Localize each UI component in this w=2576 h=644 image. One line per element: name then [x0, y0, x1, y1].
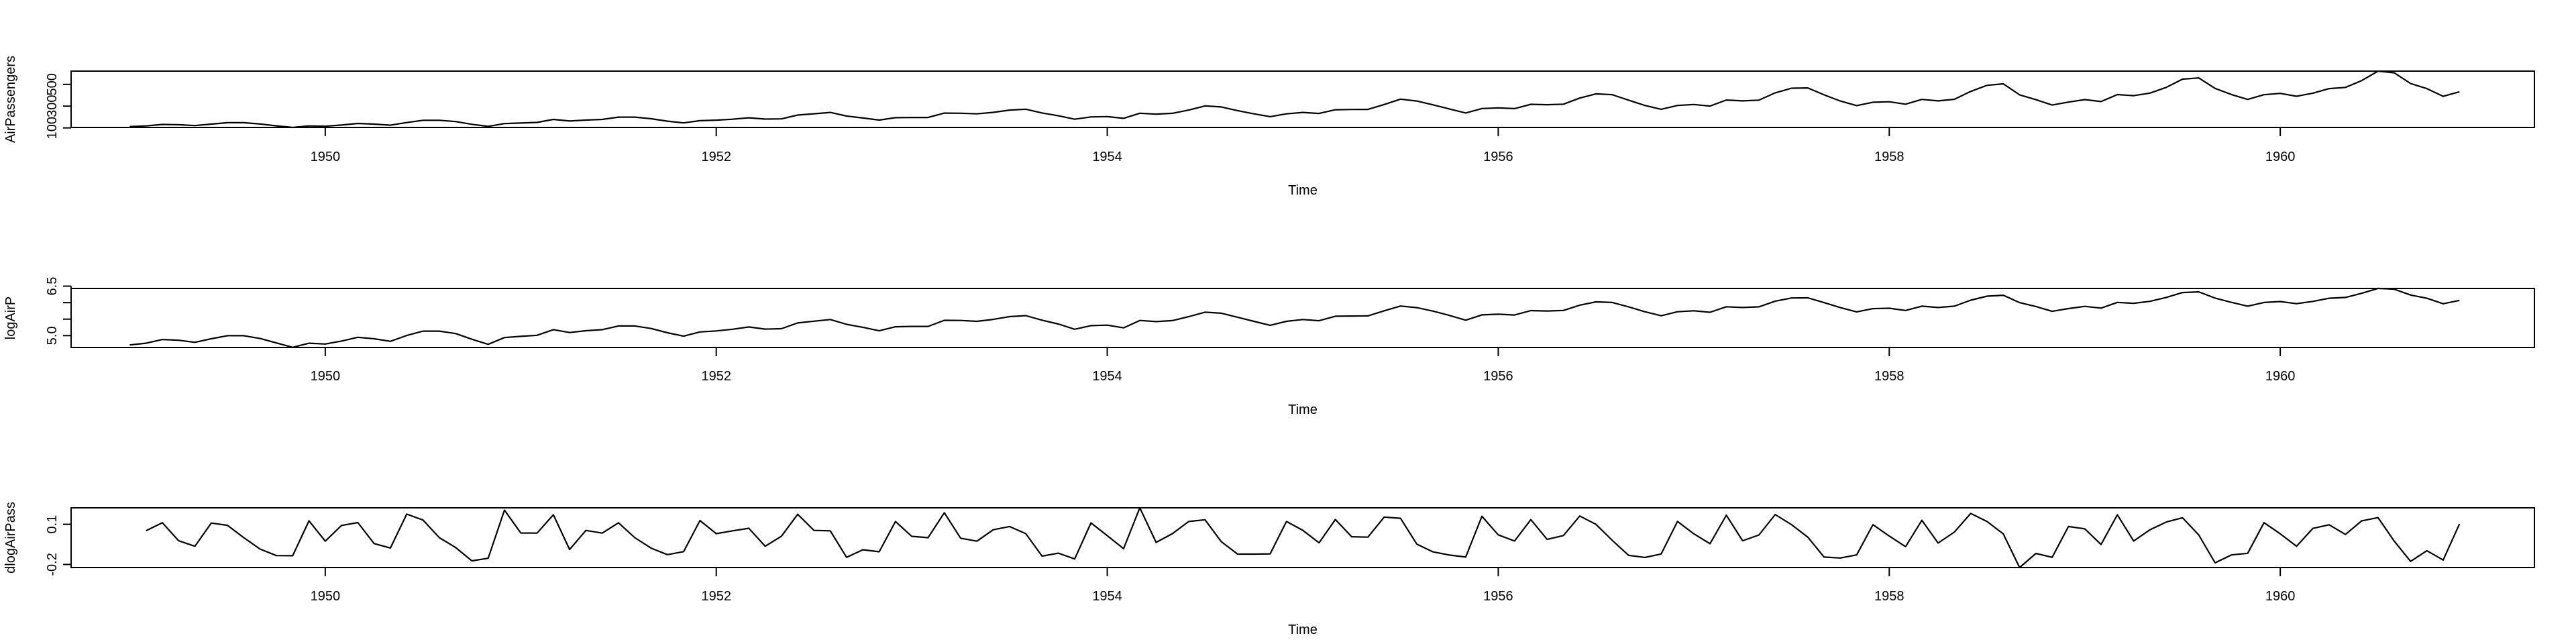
x-axis: 1950 1952 1954 1956 1958 1960: [311, 567, 2296, 604]
y-axis-title: logAirP: [3, 297, 18, 339]
x-tick-label: 1954: [1092, 589, 1122, 604]
x-axis-title: Time: [1288, 623, 1318, 637]
series-line: [129, 287, 2460, 348]
x-tick-label: 1960: [2265, 150, 2296, 164]
x-tick-label: 1952: [701, 589, 731, 604]
series-line: [129, 70, 2460, 129]
y-tick-label: 6.5: [45, 277, 60, 296]
x-axis: 1950 1952 1954 1956 1958 1960: [311, 127, 2296, 164]
y-axis: 5.0 6.5: [45, 277, 72, 345]
y-tick-label: 5.0: [45, 326, 60, 345]
x-tick-label: 1950: [311, 369, 341, 384]
x-tick-label: 1960: [2265, 369, 2296, 384]
x-axis-title: Time: [1288, 183, 1318, 198]
chart-panel-2: 1950 1952 1954 1956 1958 1960 Time 5.0 6.5 logAir…: [3, 277, 2535, 417]
x-tick-label: 1956: [1483, 369, 1513, 384]
x-tick-label: 1954: [1092, 150, 1122, 164]
y-tick-label: 100: [45, 117, 60, 139]
x-axis: 1950 1952 1954 1956 1958 1960: [311, 347, 2296, 384]
x-tick-label: 1950: [311, 150, 341, 164]
x-axis-title: Time: [1288, 402, 1318, 417]
y-axis-title: AirPassengers: [3, 56, 18, 143]
x-tick-label: 1956: [1483, 150, 1513, 164]
x-tick-label: 1958: [1874, 589, 1904, 604]
x-tick-label: 1956: [1483, 589, 1513, 604]
y-tick-label: 500: [45, 73, 60, 95]
x-tick-label: 1954: [1092, 369, 1122, 384]
x-tick-label: 1958: [1874, 369, 1904, 384]
series-line: [146, 506, 2461, 569]
y-tick-label: 300: [45, 95, 60, 117]
x-tick-label: 1950: [311, 589, 341, 604]
y-axis-title: dlogAirPass: [3, 502, 18, 574]
y-tick-label: 0.1: [45, 515, 60, 534]
x-tick-label: 1960: [2265, 589, 2296, 604]
chart-panel-3: 1950 1952 1954 1956 1958 1960 Time -0.2 0.1 dlogA…: [3, 502, 2535, 637]
y-axis: -0.2 0.1: [45, 515, 72, 576]
x-tick-label: 1958: [1874, 150, 1904, 164]
x-tick-label: 1952: [701, 150, 731, 164]
x-tick-label: 1952: [701, 369, 731, 384]
y-tick-label: -0.2: [45, 553, 60, 576]
